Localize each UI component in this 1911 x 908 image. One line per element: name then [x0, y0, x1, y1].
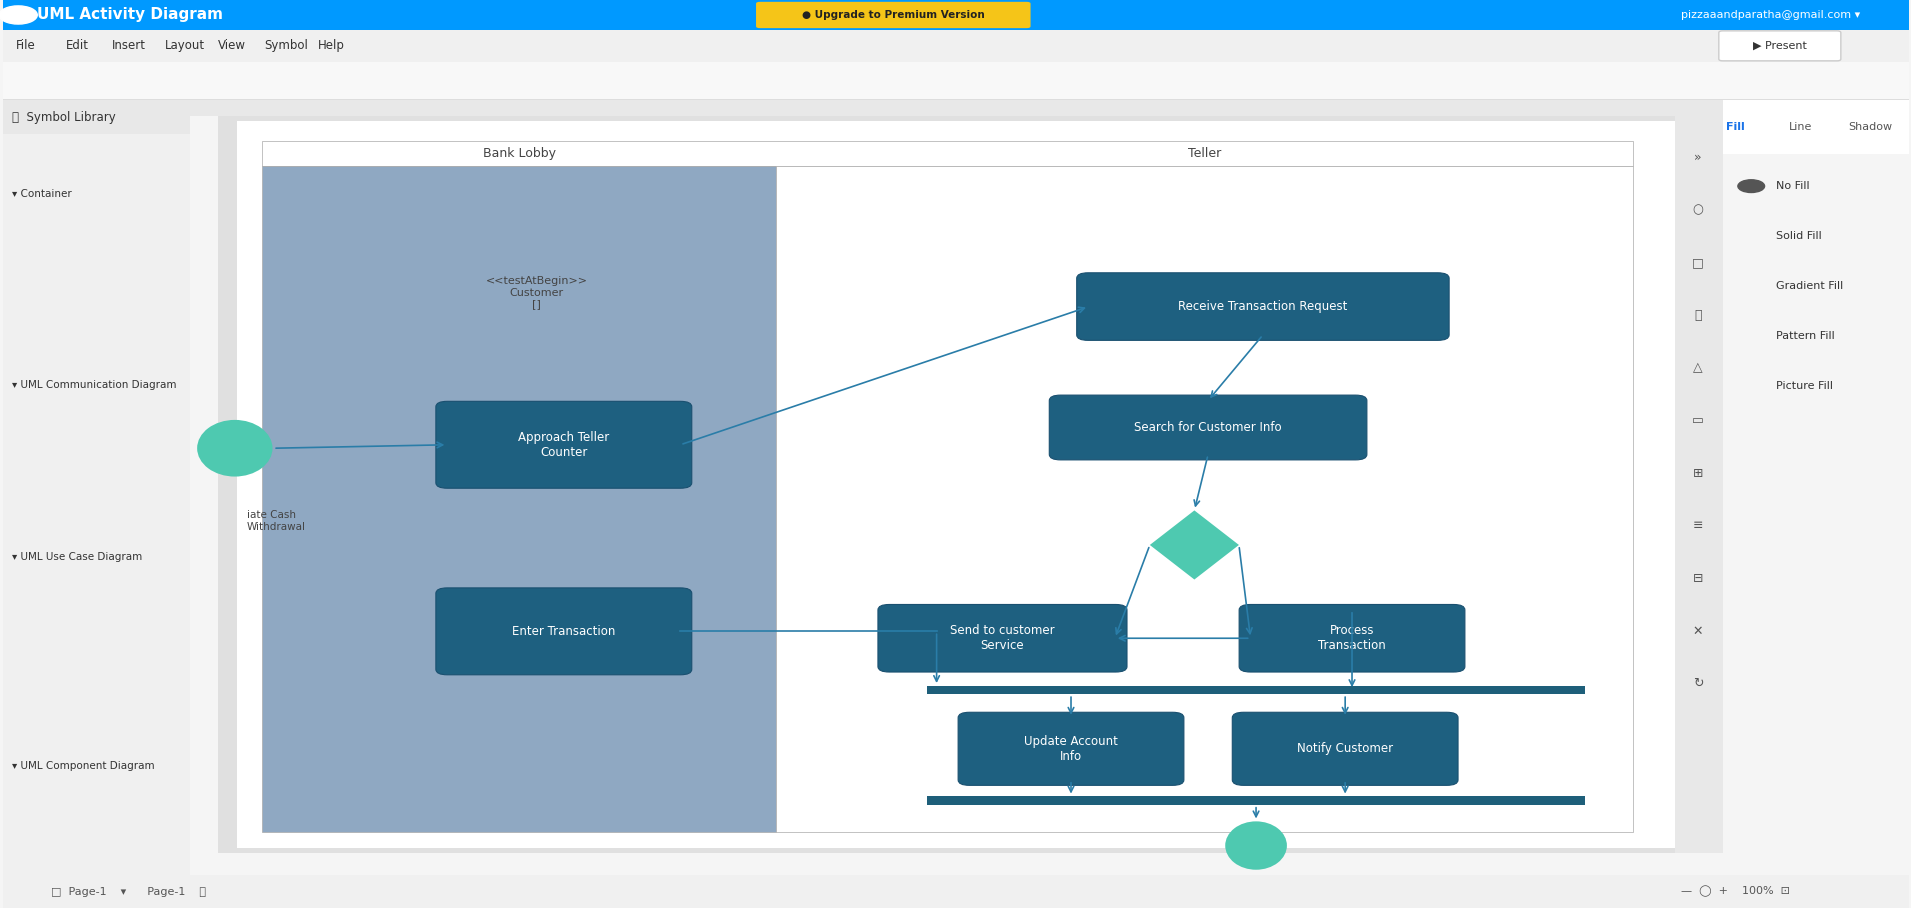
Text: ▾ Container: ▾ Container — [13, 189, 73, 199]
FancyBboxPatch shape — [262, 166, 776, 832]
Text: Edit: Edit — [65, 39, 90, 53]
Text: ✕: ✕ — [1693, 625, 1703, 637]
FancyBboxPatch shape — [927, 796, 1584, 804]
Text: 🔍  Symbol Library: 🔍 Symbol Library — [13, 111, 117, 123]
Text: ▶ Present: ▶ Present — [1752, 41, 1806, 51]
FancyBboxPatch shape — [957, 712, 1185, 785]
Circle shape — [0, 5, 38, 24]
FancyBboxPatch shape — [1674, 116, 1722, 853]
Text: Line: Line — [1789, 122, 1814, 133]
FancyBboxPatch shape — [1049, 395, 1366, 459]
Text: File: File — [17, 39, 36, 53]
Text: ▾ UML Use Case Diagram: ▾ UML Use Case Diagram — [13, 552, 143, 562]
FancyBboxPatch shape — [436, 587, 692, 675]
FancyBboxPatch shape — [1718, 31, 1840, 61]
Text: Solid Fill: Solid Fill — [1775, 231, 1821, 242]
Text: Notify Customer: Notify Customer — [1298, 743, 1393, 755]
Text: ▾ UML Component Diagram: ▾ UML Component Diagram — [13, 761, 155, 771]
Text: Process
Transaction: Process Transaction — [1319, 625, 1385, 652]
Text: Symbol: Symbol — [264, 39, 308, 53]
Text: Bank Lobby: Bank Lobby — [483, 147, 556, 160]
FancyBboxPatch shape — [4, 100, 189, 875]
Text: ⊟: ⊟ — [1693, 572, 1703, 585]
Text: Layout: Layout — [164, 39, 204, 53]
Text: Approach Teller
Counter: Approach Teller Counter — [518, 430, 610, 459]
Text: ● Upgrade to Premium Version: ● Upgrade to Premium Version — [803, 10, 984, 20]
Text: pizzaaandparatha@gmail.com ▾: pizzaaandparatha@gmail.com ▾ — [1680, 10, 1859, 20]
Text: ⊞: ⊞ — [1693, 467, 1703, 479]
FancyBboxPatch shape — [776, 166, 1634, 832]
Text: Enter Transaction: Enter Transaction — [512, 625, 615, 637]
FancyBboxPatch shape — [4, 100, 189, 134]
Text: Gradient Fill: Gradient Fill — [1775, 281, 1844, 291]
Text: UML Activity Diagram: UML Activity Diagram — [38, 7, 224, 23]
Text: Insert: Insert — [111, 39, 145, 53]
FancyBboxPatch shape — [237, 121, 1703, 848]
FancyBboxPatch shape — [218, 116, 1722, 853]
Text: »: » — [1693, 151, 1701, 163]
Text: Send to customer
Service: Send to customer Service — [950, 625, 1055, 652]
Text: Update Account
Info: Update Account Info — [1024, 735, 1118, 763]
FancyBboxPatch shape — [4, 62, 1909, 100]
FancyBboxPatch shape — [1722, 100, 1909, 154]
FancyBboxPatch shape — [4, 99, 1909, 100]
Ellipse shape — [197, 419, 273, 477]
FancyBboxPatch shape — [877, 605, 1127, 672]
Text: ▾ UML Communication Diagram: ▾ UML Communication Diagram — [13, 380, 178, 390]
Text: △: △ — [1693, 361, 1703, 374]
Text: Shadow: Shadow — [1848, 122, 1892, 133]
Text: <<testAtBegin>>
Customer
[]: <<testAtBegin>> Customer [] — [485, 276, 587, 310]
FancyBboxPatch shape — [4, 875, 1909, 908]
FancyBboxPatch shape — [1722, 100, 1909, 875]
Text: □  Page-1    ▾      Page-1    ＋: □ Page-1 ▾ Page-1 ＋ — [50, 886, 206, 897]
FancyBboxPatch shape — [4, 0, 1909, 30]
Text: Pattern Fill: Pattern Fill — [1775, 331, 1835, 341]
FancyBboxPatch shape — [4, 30, 1909, 62]
Ellipse shape — [1225, 822, 1286, 870]
FancyBboxPatch shape — [1238, 605, 1466, 672]
Text: Picture Fill: Picture Fill — [1775, 380, 1833, 391]
FancyBboxPatch shape — [757, 2, 1030, 28]
Text: No Fill: No Fill — [1775, 181, 1810, 192]
Text: Help: Help — [317, 39, 344, 53]
Text: ▭: ▭ — [1691, 414, 1705, 427]
Text: Fill: Fill — [1726, 122, 1745, 133]
Text: View: View — [218, 39, 247, 53]
FancyBboxPatch shape — [1233, 712, 1458, 785]
FancyBboxPatch shape — [436, 401, 692, 489]
Text: □: □ — [1691, 256, 1705, 269]
Circle shape — [1737, 180, 1764, 192]
Polygon shape — [1150, 510, 1238, 579]
Text: ⌗: ⌗ — [1693, 309, 1701, 321]
FancyBboxPatch shape — [262, 141, 1634, 166]
Text: ↻: ↻ — [1693, 677, 1703, 690]
Text: ○: ○ — [1693, 203, 1703, 216]
FancyBboxPatch shape — [927, 686, 1584, 695]
Text: Teller: Teller — [1189, 147, 1221, 160]
Text: ≡: ≡ — [1693, 519, 1703, 532]
FancyBboxPatch shape — [189, 100, 1722, 116]
Text: Receive Transaction Request: Receive Transaction Request — [1179, 300, 1347, 313]
Text: Search for Customer Info: Search for Customer Info — [1135, 421, 1282, 434]
Text: iate Cash
Withdrawal: iate Cash Withdrawal — [247, 510, 306, 531]
FancyBboxPatch shape — [1076, 272, 1449, 340]
Text: —  ◯  +    100%  ⊡: — ◯ + 100% ⊡ — [1680, 886, 1791, 897]
